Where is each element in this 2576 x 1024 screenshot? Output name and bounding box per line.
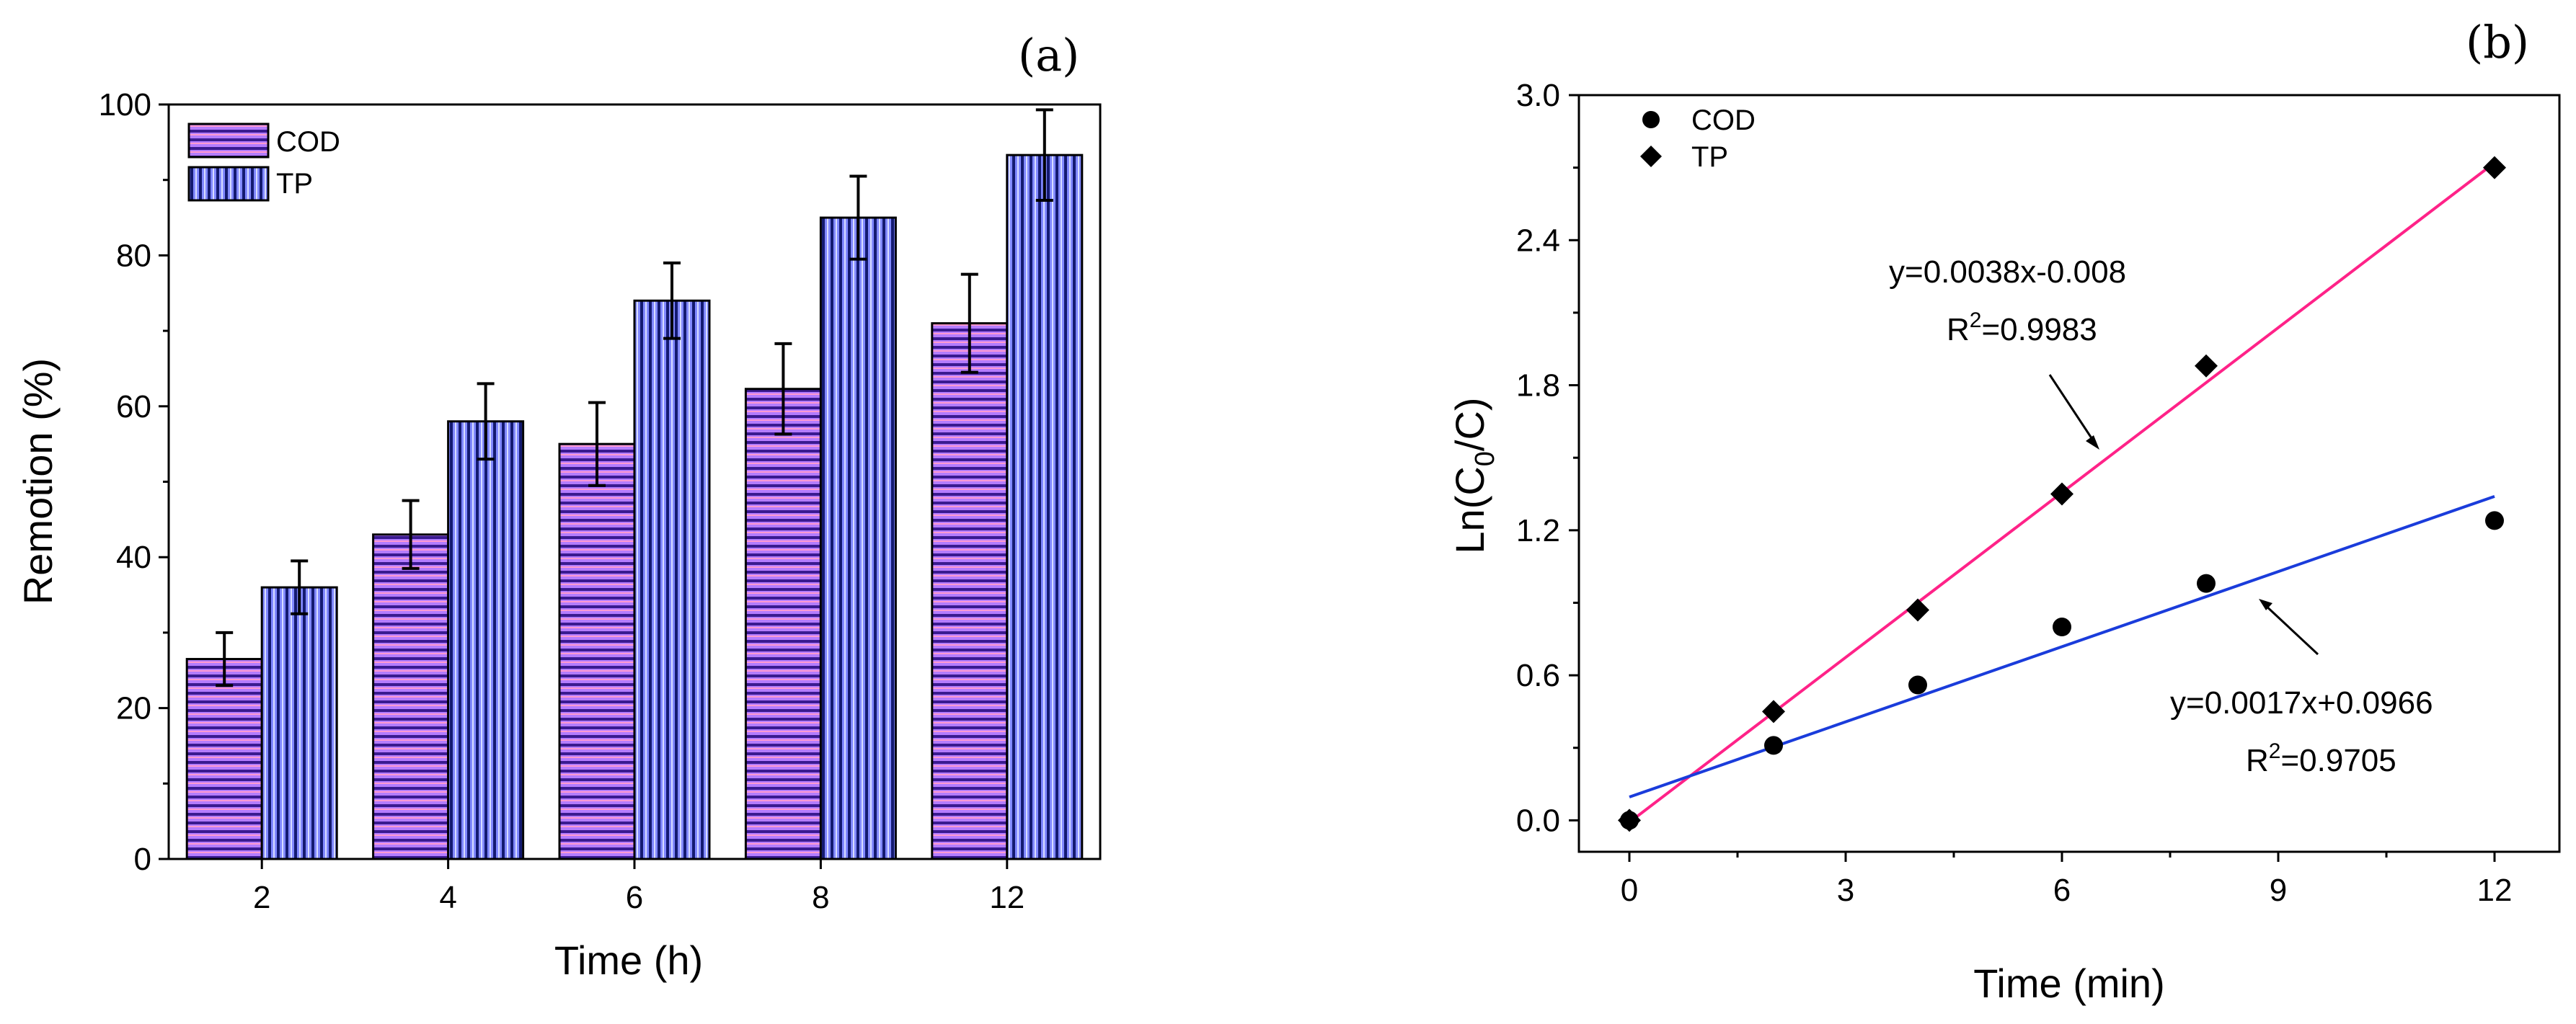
- legend-swatch-cod: [187, 123, 270, 159]
- y-label-base: Ln(C: [1447, 466, 1492, 553]
- bar-cod: [372, 533, 450, 860]
- panel-a-y-ticks: 0 20 40 60 80 100: [99, 87, 169, 877]
- y-tick-label: 20: [116, 691, 151, 726]
- bar-tp: [447, 420, 525, 860]
- panel-b-points: [1618, 156, 2506, 832]
- cod-r2-sup: 2: [2269, 739, 2281, 763]
- point-cod: [2053, 618, 2071, 637]
- bar-tp: [260, 586, 338, 860]
- tp-r2-value: =0.9983: [1981, 312, 2097, 347]
- tp-r2-base: R: [1947, 312, 1970, 347]
- point-cod: [1908, 675, 1927, 695]
- y-tick-label: 100: [99, 87, 151, 123]
- tp-arrow-head: [2086, 435, 2099, 450]
- bar-tp: [1006, 153, 1084, 860]
- cod-annotation-arrow: [2262, 602, 2319, 656]
- cod-arrow-head: [2259, 599, 2272, 610]
- panel-b: (b) 0.00.61.21.82.43.0 0 3 6 9 12 Ln(C0/C) T…: [1447, 16, 2561, 1006]
- point-tp: [2483, 156, 2506, 179]
- x-tick-label: 12: [989, 880, 1024, 915]
- y-tick-label: 80: [116, 238, 151, 273]
- panel-b-y-ticks: 0.0 0.6 1.2 1.8 2.4 3.0: [1516, 78, 1579, 838]
- y-tick-label: 0.0: [1516, 803, 1560, 838]
- bar-cod: [185, 658, 263, 860]
- cod-fit-equation: y=0.0017x+0.0966: [2170, 685, 2433, 721]
- y-tick-label: 0.6: [1516, 658, 1560, 693]
- panel-b-y-axis-label: Ln(C0/C): [1447, 397, 1500, 553]
- y-tick-label: 3.0: [1516, 78, 1560, 113]
- x-tick-label: 6: [626, 880, 643, 915]
- bar-tp: [633, 299, 711, 860]
- panel-b-frame: [1577, 94, 2561, 853]
- cod-r2-base: R: [2246, 743, 2269, 778]
- tp-annotation-arrow: [2048, 374, 2097, 445]
- x-tick-label: 0: [1621, 873, 1638, 908]
- x-tick-label: 2: [253, 880, 270, 915]
- legend-marker-tp: [1640, 146, 1662, 167]
- point-tp: [1906, 598, 1929, 622]
- point-cod: [2197, 574, 2216, 593]
- point-tp: [2050, 482, 2073, 506]
- legend-label-cod-b: COD: [1691, 104, 1756, 136]
- tp-fit-equation: y=0.0038x-0.008: [1889, 254, 2126, 290]
- tp-fit-annotation: y=0.0038x-0.008 R2=0.9983: [1889, 254, 2126, 450]
- panel-a-legend: COD TP: [187, 123, 340, 202]
- x-tick-label: 12: [2477, 873, 2513, 908]
- cod-fit-r2: R2=0.9705: [2246, 739, 2396, 778]
- tp-r2-sup: 2: [1970, 308, 1982, 332]
- y-tick-label: 2.4: [1516, 223, 1560, 258]
- point-cod: [1764, 736, 1783, 755]
- legend-swatch-tp: [187, 166, 270, 202]
- bar-cod: [744, 388, 822, 860]
- panel-a-error-bars: [216, 108, 1053, 687]
- panel-a-x-axis-label: Time (h): [554, 938, 703, 983]
- point-tp: [2195, 354, 2218, 378]
- panel-b-legend: COD TP: [1640, 104, 1756, 173]
- legend-label-tp-b: TP: [1691, 141, 1728, 173]
- y-label-subscript: 0: [1470, 451, 1500, 466]
- point-cod: [2485, 511, 2504, 530]
- x-tick-label: 4: [439, 880, 456, 915]
- bar-cod: [558, 442, 636, 860]
- legend-marker-cod: [1642, 111, 1660, 128]
- panel-b-x-ticks: 0 3 6 9 12: [1621, 852, 2513, 908]
- x-tick-label: 8: [812, 880, 829, 915]
- tp-fit-r2: R2=0.9983: [1947, 308, 2097, 347]
- y-tick-label: 40: [116, 540, 151, 575]
- legend-label-tp: TP: [276, 168, 313, 200]
- bar-cod: [931, 322, 1009, 860]
- panel-a-bars: [185, 153, 1084, 860]
- panel-b-x-axis-label: Time (min): [1973, 961, 2164, 1006]
- panel-a-x-ticks: 2 4 6 8 12: [253, 859, 1024, 915]
- panel-a: (a) 0 20 40 60 80 100 2 4 6 8 12 Remotion (%) Tim…: [15, 29, 1102, 983]
- panel-b-label: (b): [2466, 16, 2529, 68]
- panel-a-y-axis-label: Remotion (%): [15, 358, 61, 605]
- y-tick-label: 0: [134, 842, 151, 877]
- bar-tp: [819, 216, 897, 860]
- panel-a-label: (a): [1018, 29, 1079, 81]
- x-tick-label: 6: [2053, 873, 2071, 908]
- y-tick-label: 60: [116, 389, 151, 424]
- point-tp: [1762, 700, 1785, 724]
- x-tick-label: 9: [2270, 873, 2287, 908]
- cod-fit-annotation: y=0.0017x+0.0966 R2=0.9705: [2170, 599, 2433, 778]
- cod-r2-value: =0.9705: [2280, 743, 2396, 778]
- y-tick-label: 1.2: [1516, 513, 1560, 548]
- point-tp: [1618, 809, 1641, 832]
- y-tick-label: 1.8: [1516, 368, 1560, 404]
- legend-label-cod: COD: [276, 126, 340, 158]
- y-label-tail: /C): [1447, 397, 1492, 451]
- x-tick-label: 3: [1837, 873, 1854, 908]
